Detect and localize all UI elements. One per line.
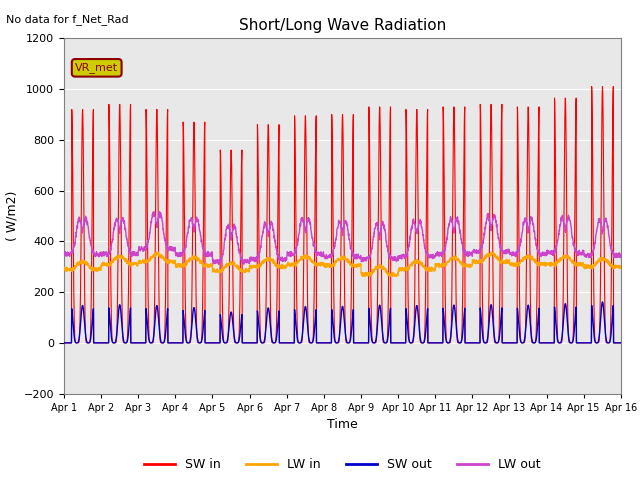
Y-axis label: ( W/m2): ( W/m2) <box>5 191 18 241</box>
Title: Short/Long Wave Radiation: Short/Long Wave Radiation <box>239 18 446 33</box>
Legend: SW in, LW in, SW out, LW out: SW in, LW in, SW out, LW out <box>139 453 546 476</box>
Text: VR_met: VR_met <box>75 62 118 73</box>
Text: No data for f_Net_Rad: No data for f_Net_Rad <box>6 14 129 25</box>
X-axis label: Time: Time <box>327 418 358 431</box>
